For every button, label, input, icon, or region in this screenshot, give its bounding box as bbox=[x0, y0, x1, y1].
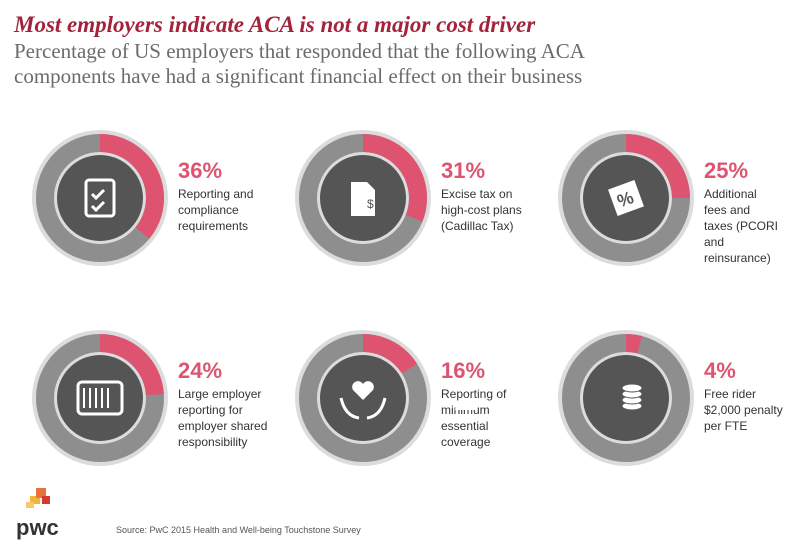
donut bbox=[32, 330, 168, 466]
icon bbox=[84, 178, 116, 218]
category-label: Additional bbox=[704, 187, 757, 201]
subtitle: Percentage of US employers that responde… bbox=[14, 39, 586, 63]
donut-slice bbox=[100, 334, 164, 396]
donut-center bbox=[57, 355, 143, 441]
donut-slice bbox=[100, 134, 164, 239]
logo-mark bbox=[26, 488, 50, 508]
icon bbox=[351, 182, 375, 216]
value-label: 31% bbox=[441, 158, 485, 183]
donut-slice bbox=[363, 334, 418, 374]
category-label: Free rider bbox=[704, 387, 756, 401]
icon bbox=[352, 381, 374, 400]
icon bbox=[76, 380, 124, 416]
title: Most employers indicate ACA is not a maj… bbox=[13, 12, 536, 37]
donut-slice bbox=[626, 334, 642, 354]
value-label: 4% bbox=[704, 358, 736, 383]
donut-center bbox=[57, 155, 143, 241]
subtitle: components have had a significant financ… bbox=[14, 64, 582, 88]
value-label: 24% bbox=[178, 358, 222, 383]
category-label: Reporting and bbox=[178, 187, 253, 201]
category-label: taxes (PCORI bbox=[704, 219, 778, 233]
category-label: responsibility bbox=[178, 435, 247, 449]
category-label: Reporting of bbox=[441, 387, 507, 401]
category-label: Large employer bbox=[178, 387, 261, 401]
category-label: employer shared bbox=[178, 419, 267, 433]
icon bbox=[454, 400, 481, 410]
category-label: $2,000 penalty bbox=[704, 403, 783, 417]
donut: % bbox=[558, 130, 694, 266]
category-label: requirements bbox=[178, 219, 248, 233]
category-label: and bbox=[704, 235, 724, 249]
category-label: coverage bbox=[441, 435, 491, 449]
category-label: reinsurance) bbox=[704, 251, 771, 265]
category-label: high-cost plans bbox=[441, 203, 522, 217]
value-label: 16% bbox=[441, 358, 485, 383]
icon bbox=[608, 180, 644, 216]
icon bbox=[90, 188, 106, 213]
icon bbox=[339, 397, 387, 420]
donut bbox=[32, 130, 168, 266]
donut bbox=[454, 330, 694, 466]
icon: % bbox=[614, 187, 636, 211]
value-label: 25% bbox=[704, 158, 748, 183]
icon bbox=[621, 383, 643, 393]
donut: $ bbox=[295, 130, 431, 266]
category-label: (Cadillac Tax) bbox=[441, 219, 513, 233]
source: Source: PwC 2015 Health and Well-being T… bbox=[116, 525, 361, 535]
category-label: Excise tax on bbox=[441, 187, 512, 201]
icon: $ bbox=[367, 197, 374, 211]
category-label: reporting for bbox=[178, 403, 243, 417]
category-label: per FTE bbox=[704, 419, 747, 433]
donut bbox=[295, 330, 431, 466]
value-label: 36% bbox=[178, 158, 222, 183]
category-label: fees and bbox=[704, 203, 750, 217]
donut-slice bbox=[363, 134, 427, 222]
logo: pwc bbox=[16, 515, 59, 540]
category-label: compliance bbox=[178, 203, 239, 217]
donut-slice bbox=[626, 134, 690, 198]
category-label: essential bbox=[441, 419, 488, 433]
